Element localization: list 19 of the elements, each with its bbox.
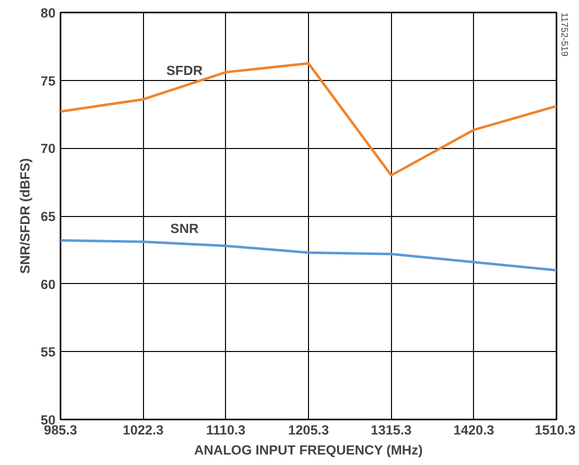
x-tick-label: 1110.3 (206, 422, 246, 438)
y-tick-label: 70 (40, 141, 56, 156)
line-series (60, 62, 556, 177)
y-tick-label: 65 (40, 209, 56, 224)
x-tick-label: 1022.3 (122, 422, 164, 438)
series-label: SNR (170, 220, 199, 236)
series-label: SFDR (166, 62, 204, 78)
y-tick-label: 75 (40, 73, 56, 88)
x-tick-label: 1205.3 (288, 422, 329, 438)
y-axis-title: SNR/SFDR (dBFS) (18, 158, 33, 274)
y-tick-label: 80 (40, 6, 56, 20)
x-tick-label: 1315.3 (370, 422, 412, 438)
text: 11752-519 (560, 12, 570, 56)
x-axis-title: ANALOG INPUT FREQUENCY (MHz) (194, 442, 423, 458)
x-tick-label: 1420.3 (453, 422, 494, 438)
line-series (60, 239, 556, 272)
y-tick-label: 60 (40, 276, 56, 292)
x-tick-label: 1510.3 (534, 422, 576, 438)
y-tick-label: 55 (40, 344, 56, 360)
